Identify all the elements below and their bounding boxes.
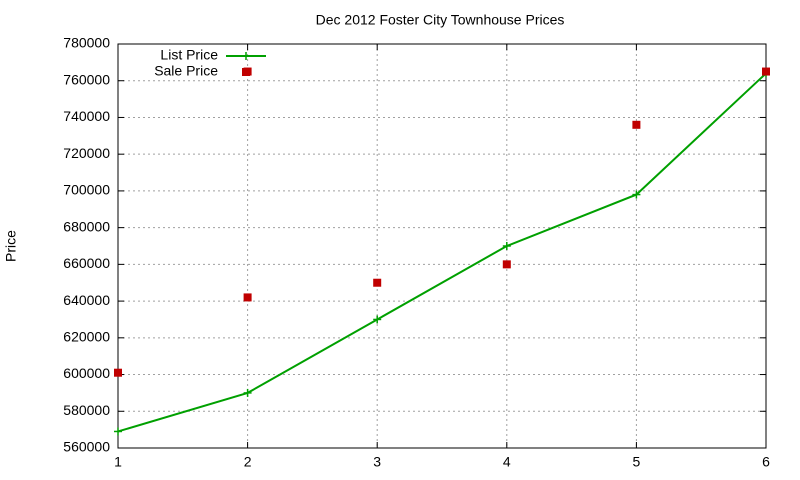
legend-marker — [242, 68, 250, 76]
data-point — [632, 190, 641, 199]
data-point — [373, 278, 382, 287]
y-tick-label: 760000 — [63, 71, 110, 87]
data-point — [114, 368, 122, 377]
y-tick-label: 620000 — [63, 329, 110, 345]
x-tick-label: 5 — [633, 454, 641, 470]
data-point — [243, 388, 252, 397]
data-point — [114, 427, 122, 436]
chart-title: Dec 2012 Foster City Townhouse Prices — [316, 12, 565, 28]
data-point — [762, 67, 770, 76]
y-tick-label: 740000 — [63, 108, 110, 124]
y-tick-label: 720000 — [63, 145, 110, 161]
y-axis-label: Price — [3, 230, 19, 262]
x-tick-label: 2 — [244, 454, 252, 470]
x-tick-label: 1 — [114, 454, 122, 470]
y-tick-label: 660000 — [63, 255, 110, 271]
y-tick-label: 680000 — [63, 218, 110, 234]
plot-border — [117, 43, 767, 449]
legend-marker — [242, 52, 250, 60]
legend-label: List Price — [160, 47, 218, 63]
x-tick-label: 3 — [373, 454, 381, 470]
y-tick-label: 700000 — [63, 182, 110, 198]
series-line — [117, 72, 767, 433]
data-point — [502, 242, 511, 250]
y-tick-label: 580000 — [63, 402, 110, 418]
x-tick-label: 4 — [503, 454, 511, 470]
x-tick-label: 6 — [762, 454, 770, 470]
data-point — [502, 260, 511, 269]
y-tick-label: 780000 — [63, 35, 110, 51]
y-tick-label: 600000 — [63, 365, 110, 381]
y-tick-label: 560000 — [63, 439, 110, 455]
data-point — [373, 315, 382, 324]
data-point — [632, 120, 641, 129]
data-point — [243, 293, 252, 302]
y-tick-label: 640000 — [63, 292, 110, 308]
legend-label: Sale Price — [154, 63, 218, 79]
